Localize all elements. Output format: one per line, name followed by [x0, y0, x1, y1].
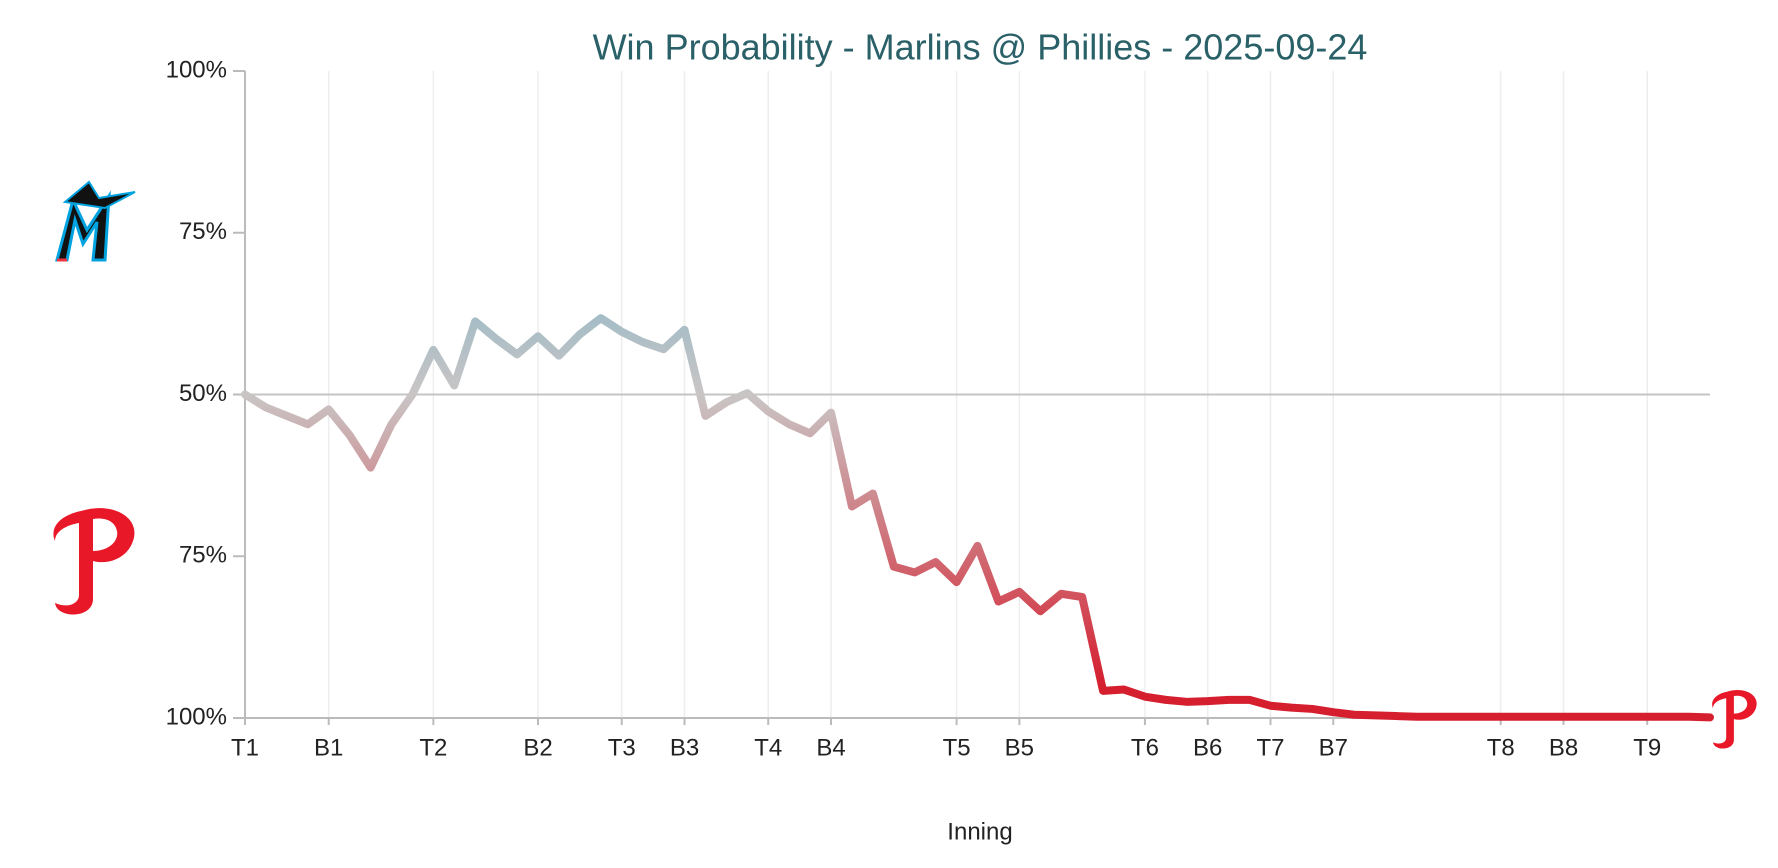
- phillies-logo: [1712, 690, 1757, 749]
- y-tick-label: 75%: [179, 218, 227, 245]
- x-tick-label: B6: [1193, 734, 1222, 761]
- x-tick-label: T2: [419, 734, 447, 761]
- x-tick-label: T9: [1633, 734, 1661, 761]
- y-tick-label: 75%: [179, 542, 227, 569]
- x-tick-label: B3: [670, 734, 699, 761]
- x-axis-label: Inning: [947, 818, 1012, 845]
- win-probability-line: [241, 314, 1714, 722]
- x-tick-label: B4: [816, 734, 845, 761]
- y-tick-label: 100%: [166, 703, 227, 730]
- y-tick-label: 100%: [166, 56, 227, 83]
- marlins-logo: [55, 180, 136, 262]
- x-tick-label: B1: [314, 734, 343, 761]
- x-tick-label: T7: [1256, 734, 1284, 761]
- phillies-logo: [53, 508, 135, 615]
- x-tick-label: B2: [523, 734, 552, 761]
- chart-title: Win Probability - Marlins @ Phillies - 2…: [593, 27, 1368, 68]
- y-tick-label: 50%: [179, 380, 227, 407]
- x-tick-label: B5: [1005, 734, 1034, 761]
- x-tick-label: T4: [754, 734, 782, 761]
- x-tick-label: B7: [1319, 734, 1348, 761]
- x-tick-label: T1: [231, 734, 259, 761]
- x-tick-label: B8: [1549, 734, 1578, 761]
- x-tick-label: T5: [943, 734, 971, 761]
- x-tick-label: T3: [608, 734, 636, 761]
- x-tick-label: T6: [1131, 734, 1159, 761]
- x-tick-label: T8: [1487, 734, 1515, 761]
